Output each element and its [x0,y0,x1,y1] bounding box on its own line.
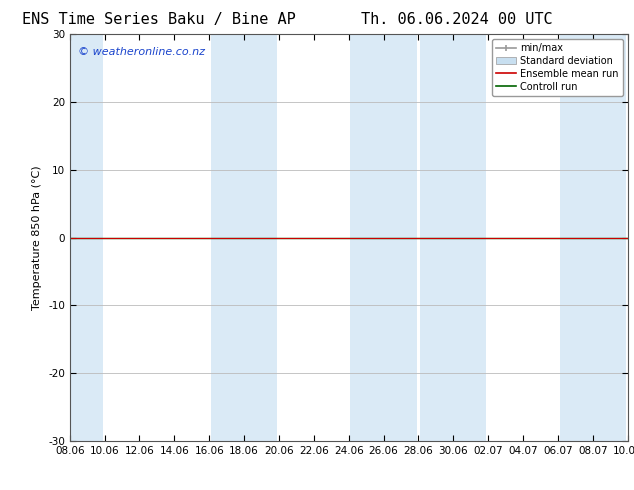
Bar [351,34,417,441]
Text: Th. 06.06.2024 00 UTC: Th. 06.06.2024 00 UTC [361,12,552,27]
Text: © weatheronline.co.nz: © weatheronline.co.nz [78,47,205,56]
Bar [420,34,486,441]
Bar [560,34,626,441]
Y-axis label: Temperature 850 hPa (°C): Temperature 850 hPa (°C) [32,165,42,310]
Text: ENS Time Series Baku / Bine AP: ENS Time Series Baku / Bine AP [22,12,295,27]
Legend: min/max, Standard deviation, Ensemble mean run, Controll run: min/max, Standard deviation, Ensemble me… [492,39,623,96]
Bar [70,34,103,441]
Bar [211,34,277,441]
